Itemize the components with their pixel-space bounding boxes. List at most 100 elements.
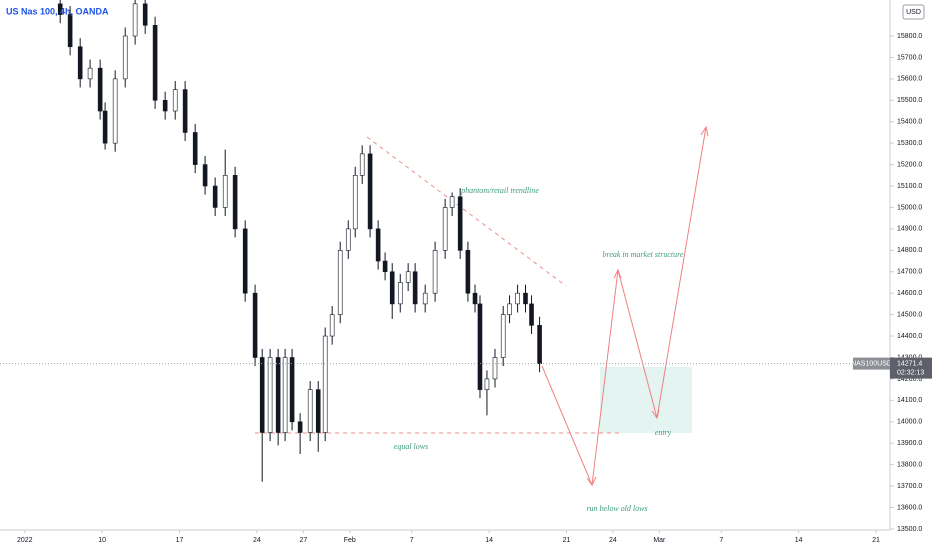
candle-body [297, 421, 303, 433]
candle-body [252, 292, 258, 358]
candle-body [523, 292, 528, 305]
candle-body [275, 357, 281, 433]
candle-body [375, 228, 381, 262]
y-tick-label: 15500.0 [897, 97, 922, 104]
currency-box[interactable] [902, 4, 925, 20]
annotation: run below old lows [586, 504, 647, 513]
candle-body [282, 357, 288, 433]
axes: 13500.0 13600.0 13700.0 13800.0 13900.0 14000… [17, 33, 932, 544]
y-tick-label: 14700.0 [897, 269, 922, 276]
candle-body [422, 292, 428, 305]
candle-body [77, 46, 83, 80]
candle-body [465, 250, 471, 294]
y-axis-panel [890, 0, 932, 550]
candle-body [352, 175, 358, 230]
candle-body [367, 153, 373, 230]
x-tick-label: 17 [176, 537, 184, 544]
candle-body [192, 132, 198, 165]
arrow-head [700, 125, 709, 137]
candle-body [382, 260, 388, 273]
candle-body [472, 292, 478, 305]
candle-body [132, 3, 138, 37]
candle-body [492, 357, 498, 380]
candle-body [142, 3, 148, 26]
y-tick-label: 15300.0 [897, 140, 922, 147]
y-tick-label: 13700.0 [897, 483, 922, 490]
x-axis-panel [0, 530, 932, 550]
annotation: phantom/retail trendline [460, 186, 539, 195]
symbol-label: NAS100USD [851, 360, 892, 367]
candle-body [212, 185, 218, 208]
candle-body [329, 314, 335, 337]
y-tick-label: 15700.0 [897, 54, 922, 61]
x-tick-label: 14 [795, 537, 803, 544]
y-tick-label: 15200.0 [897, 161, 922, 168]
candle-body [112, 78, 118, 144]
candle-body [202, 164, 208, 187]
candle-body [500, 314, 506, 358]
candle-body [405, 271, 411, 283]
y-tick-label: 13900.0 [897, 440, 922, 447]
y-tick-label: 13600.0 [897, 504, 922, 511]
candle-body [412, 271, 418, 305]
candle-body [259, 357, 265, 433]
candle-body [537, 325, 542, 364]
price-label: 14271.4 [897, 360, 922, 367]
candle-body [222, 175, 228, 208]
x-tick-label: 2022 [17, 537, 33, 544]
x-tick-label: 24 [253, 537, 261, 544]
price-label-box [890, 357, 932, 379]
candle-body [57, 3, 63, 15]
annotation: equal lows [394, 442, 428, 451]
candle-body [172, 89, 178, 112]
countdown: 02:32:13 [897, 369, 924, 376]
symbol-label-box [853, 357, 890, 370]
arrow-head [613, 268, 622, 279]
x-tick-label: 7 [719, 537, 723, 544]
candle-body [67, 14, 73, 48]
arrow-head [586, 476, 597, 486]
candle-body [182, 89, 188, 133]
candle-body [432, 250, 438, 294]
candle-body [477, 303, 483, 390]
candle-body [529, 303, 534, 326]
y-tick-label: 14200.0 [897, 376, 922, 383]
y-tick-label: 14800.0 [897, 247, 922, 254]
y-tick-label: 15600.0 [897, 76, 922, 83]
candle-body [122, 35, 128, 80]
y-tick-label: 14500.0 [897, 311, 922, 318]
y-tick-label: 14000.0 [897, 419, 922, 426]
annotation: break in market structure [603, 250, 684, 259]
x-tick-label: 14 [485, 537, 493, 544]
candle-body [307, 389, 313, 433]
candle-body [484, 378, 490, 390]
candle-body [242, 228, 248, 294]
x-tick-label: 27 [299, 537, 307, 544]
candle-body [267, 357, 273, 433]
candles [0, 0, 890, 482]
y-tick-label: 15000.0 [897, 204, 922, 211]
y-tick-label: 15800.0 [897, 33, 922, 40]
currency[interactable]: USD [906, 9, 921, 16]
candle-body [289, 357, 295, 423]
arrow-head [651, 409, 660, 420]
y-tick-label: 14900.0 [897, 226, 922, 233]
candle-body [97, 67, 103, 112]
candle-body [457, 196, 463, 251]
candle-body [232, 175, 238, 230]
candle-body [162, 99, 168, 112]
x-tick-label: 21 [563, 537, 571, 544]
x-tick-label: Mar [653, 537, 666, 544]
candle-body [337, 250, 343, 315]
y-tick-label: 13500.0 [897, 526, 922, 533]
trendline [366, 136, 567, 287]
candle-body [389, 271, 395, 305]
annotation: entry [655, 428, 672, 437]
y-tick-label: 13800.0 [897, 461, 922, 468]
candle-body [397, 282, 403, 305]
x-tick-label: Feb [344, 537, 356, 544]
x-tick-label: 24 [609, 537, 617, 544]
y-tick-label: 14400.0 [897, 333, 922, 340]
